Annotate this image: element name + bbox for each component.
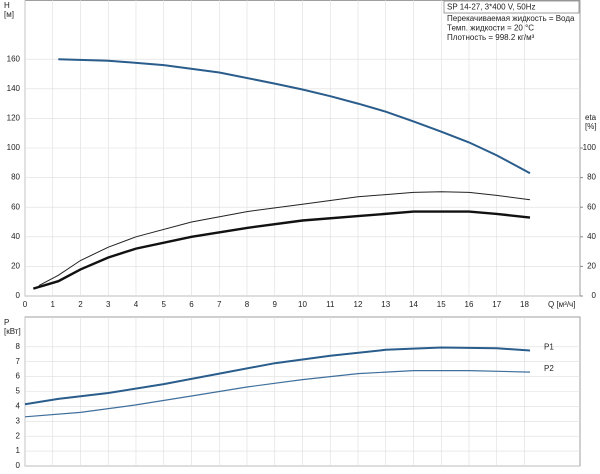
curve [32,210,531,290]
x-tick-label: 14 [409,300,418,309]
y-tick-label: 0 [16,461,21,470]
x-tick-label: 11 [326,300,335,309]
curve [24,370,531,418]
y2-tick-label: 0 [592,291,597,300]
series-label: P2 [544,364,554,373]
y2-tick-label: 80 [587,173,596,182]
x-tick-label: 17 [492,300,501,309]
x-tick-label: 8 [245,300,250,309]
x-tick-label: 13 [381,300,390,309]
x-tick-label: 2 [78,300,83,309]
x-tick-label: 5 [162,300,167,309]
y2-tick-label: 20 [587,262,596,271]
y-tick-label: 2 [16,431,21,440]
info-text: Плотность = 998.2 кг/м³ [447,33,535,42]
y2-axis-label: [%] [585,122,597,131]
info-text: Перекачиваемая жидкость = Вода [447,14,575,23]
title-box [443,0,580,14]
y-tick-label: 7 [16,357,21,366]
y-axis-label: [м] [4,10,14,19]
x-tick-label: 9 [273,300,278,309]
x-tick-label: 10 [298,300,307,309]
x-tick-label: 6 [189,300,194,309]
y-tick-label: 120 [7,114,21,123]
y-tick-label: 4 [16,402,21,411]
x-tick-label: 1 [51,300,56,309]
y-tick-label: 60 [11,202,20,211]
y2-axis-label: eta [585,113,597,122]
y-tick-label: 140 [7,84,21,93]
y2-tick-label: 60 [587,202,596,211]
y-tick-label: 1 [16,446,21,455]
x-tick-label: 4 [134,300,139,309]
x-tick-label: 3 [106,300,111,309]
chart-title: SP 14-27, 3*400 V, 50Hz [447,3,536,12]
x-axis-label: Q [м³/ч] [548,300,575,309]
y-tick-label: 160 [7,54,21,63]
x-tick-label: 12 [354,300,363,309]
curve [24,346,531,406]
y-tick-label: 8 [16,342,21,351]
y-tick-label: 80 [11,173,20,182]
y-tick-label: 100 [7,143,21,152]
series-label: P1 [544,343,554,352]
y-tick-label: 40 [11,232,20,241]
y-tick-label: 0 [16,291,21,300]
y2-tick-label: 100 [583,143,597,152]
x-tick-label: 7 [217,300,222,309]
y-tick-label: 5 [16,387,21,396]
x-tick-label: 16 [465,300,474,309]
x-tick-label: 15 [437,300,446,309]
y-tick-label: 6 [16,372,21,381]
curve [38,191,531,287]
y-tick-label: 20 [11,262,20,271]
info-text: Темп. жидкости = 20 °C [447,24,534,33]
x-tick-label: 18 [520,300,529,309]
y-tick-label: 3 [16,416,21,425]
y-axis-label: P [4,318,9,327]
y-axis-label: H [4,1,10,10]
x-tick-label: 0 [23,300,28,309]
curve [58,58,531,175]
y2-tick-label: 40 [587,232,596,241]
y-axis-label: [кВт] [4,327,21,336]
